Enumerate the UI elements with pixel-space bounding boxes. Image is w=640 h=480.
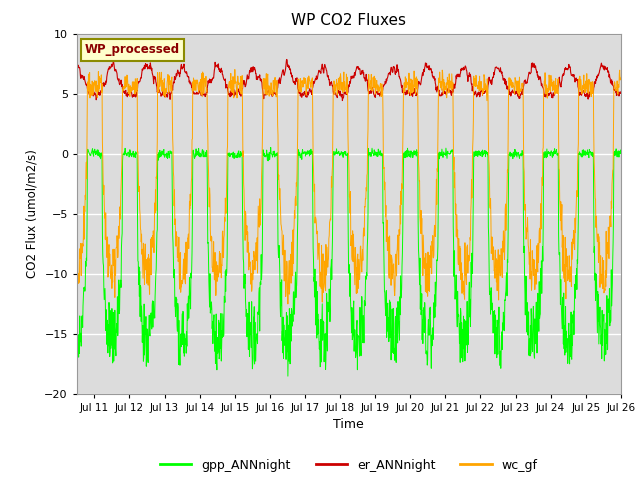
- X-axis label: Time: Time: [333, 418, 364, 431]
- Title: WP CO2 Fluxes: WP CO2 Fluxes: [291, 13, 406, 28]
- Y-axis label: CO2 Flux (umol/m2/s): CO2 Flux (umol/m2/s): [26, 149, 38, 278]
- Legend: gpp_ANNnight, er_ANNnight, wc_gf: gpp_ANNnight, er_ANNnight, wc_gf: [155, 454, 543, 477]
- Text: WP_processed: WP_processed: [85, 43, 180, 56]
